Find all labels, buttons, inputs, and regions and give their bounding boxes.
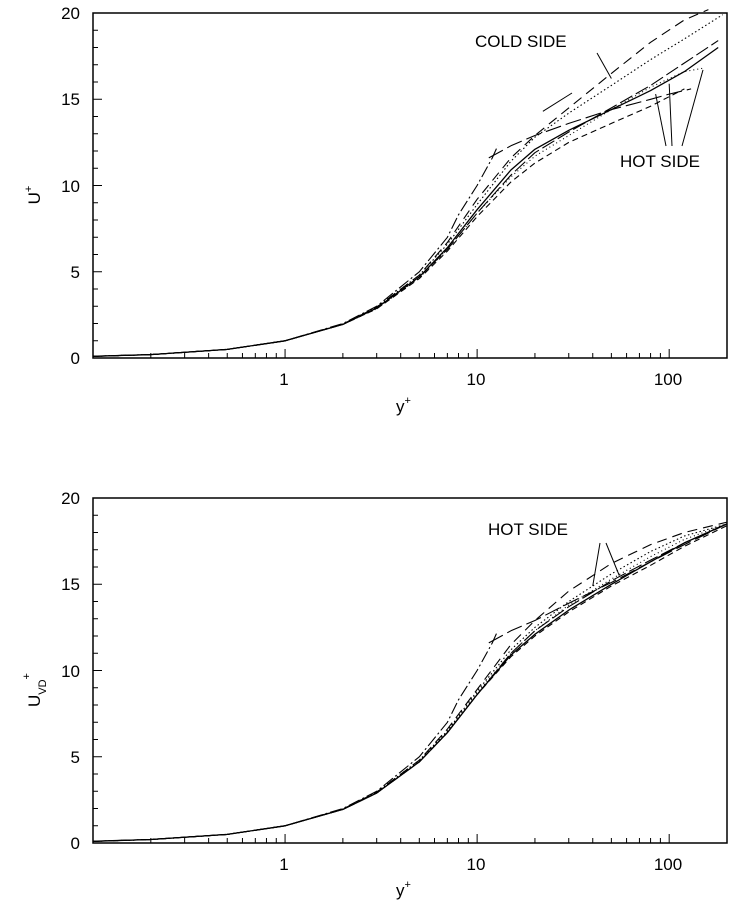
- top-series-line-dash-long-cold: [92, 9, 709, 357]
- bottom-annotation-hot-side: HOT SIDE: [488, 520, 568, 539]
- bottom-series-line-dotted-hot: [92, 523, 728, 842]
- top-x-axis-label: y+: [396, 395, 411, 416]
- bottom-annotation-leader-line: [605, 542, 620, 576]
- bottom-series-group: [92, 521, 728, 842]
- bottom-series-line-dotted-cold: [92, 523, 728, 842]
- top-series-line-dash-dot: [92, 145, 499, 357]
- top-annotations: [542, 52, 704, 147]
- top-annotation-leader-line: [668, 83, 673, 147]
- top-series-line-long-dash: [92, 40, 719, 357]
- bottom-plot-frame: [92, 497, 728, 844]
- top-series-group: [92, 9, 723, 357]
- top-ytick-label-2: 10: [61, 177, 80, 196]
- top-annotation-leader-line: [596, 52, 612, 79]
- top-ytick-label-3: 15: [61, 90, 80, 109]
- bottom-ytick-label-0: 0: [71, 834, 80, 853]
- bottom-x-axis-label: y+: [396, 879, 411, 900]
- bottom-ytick-label-4: 20: [61, 489, 80, 508]
- top-xtick-label-100: 100: [654, 370, 682, 389]
- bottom-annotations: [592, 542, 620, 587]
- bottom-axis-ticks: [92, 497, 728, 844]
- top-ytick-label-0: 0: [71, 349, 80, 368]
- bottom-annotation-leader-line: [592, 542, 601, 587]
- bottom-xtick-label-100: 100: [654, 855, 682, 874]
- top-plot-frame: [92, 12, 728, 359]
- top-annotation-leader-line: [655, 93, 667, 147]
- bottom-xtick-label-1: 1: [279, 855, 288, 874]
- top-chart-panel: 0 5 10 15 20 1 10 100 y+ U+ COLD SIDE HO…: [23, 4, 728, 416]
- bottom-ytick-label-2: 10: [61, 662, 80, 681]
- top-xtick-label-1: 1: [279, 370, 288, 389]
- top-annotation-cold-side: COLD SIDE: [475, 32, 567, 51]
- top-series-line-dotted-cold: [92, 14, 723, 357]
- bottom-ytick-label-3: 15: [61, 575, 80, 594]
- top-series-line-solid: [92, 46, 719, 357]
- top-ytick-label-1: 5: [71, 263, 80, 282]
- top-series-line-short-dash: [92, 88, 685, 357]
- bottom-xtick-label-10: 10: [467, 855, 486, 874]
- top-annotation-leader-line: [681, 69, 704, 147]
- top-series-line-dotted-hot: [92, 67, 704, 357]
- bottom-series-line-log-law-hot: [488, 523, 728, 644]
- top-ytick-label-4: 20: [61, 4, 80, 23]
- top-series-line-log-law-hot: [488, 88, 692, 159]
- top-xtick-label-10: 10: [467, 370, 486, 389]
- bottom-ytick-label-1: 5: [71, 748, 80, 767]
- top-y-axis-label: U+: [23, 186, 44, 205]
- bottom-y-axis-label: UVD+: [21, 673, 49, 707]
- top-annotation-hot-side: HOT SIDE: [620, 152, 700, 171]
- top-annotation-leader-line: [542, 92, 573, 112]
- bottom-chart-panel: 0 5 10 15 20 1 10 100 y+ UVD+ HOT SIDE: [21, 489, 728, 900]
- top-axis-ticks: [92, 12, 728, 359]
- bottom-series-line-dash-dot: [92, 630, 499, 842]
